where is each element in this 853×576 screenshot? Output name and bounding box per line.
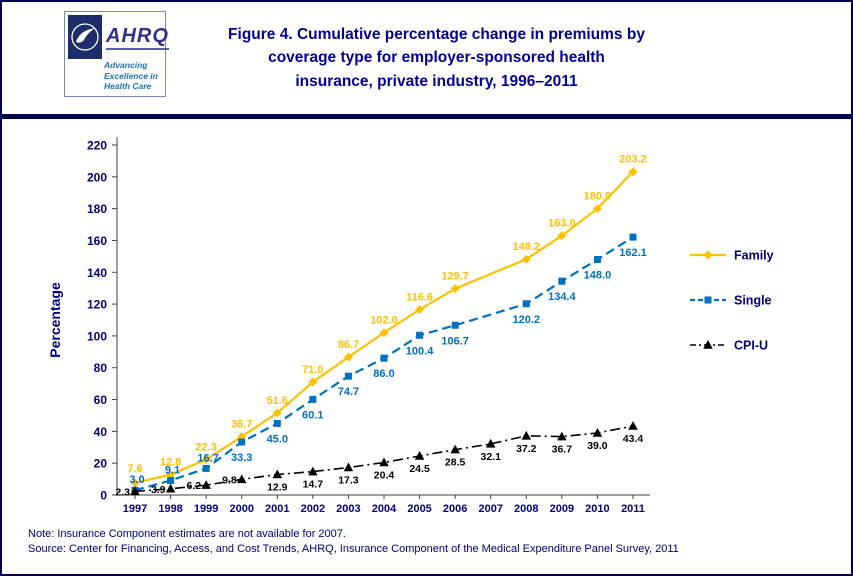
- svg-text:80: 80: [94, 361, 108, 375]
- data-label-single-2010: 148.0: [584, 270, 612, 282]
- legend-item-cpi-u: CPI-U: [690, 339, 768, 353]
- data-label-family-2008: 148.2: [513, 241, 541, 253]
- data-label-single-1998: 9.1: [165, 465, 180, 477]
- data-label-cpi-u-1999: 6.2: [187, 480, 202, 492]
- header-rule: [2, 114, 851, 119]
- legend-item-single: Single: [690, 294, 772, 308]
- svg-text:220: 220: [87, 139, 107, 153]
- data-label-cpi-u-2001: 12.9: [267, 481, 288, 493]
- data-label-cpi-u-2008: 37.2: [516, 443, 537, 455]
- data-label-single-2006: 106.7: [441, 335, 469, 347]
- svg-text:1997: 1997: [123, 503, 147, 515]
- svg-text:2006: 2006: [443, 503, 467, 515]
- data-label-family-2004: 102.0: [370, 315, 398, 327]
- data-label-single-2001: 45.0: [267, 433, 288, 445]
- data-label-cpi-u-2000: 9.8: [222, 474, 237, 486]
- data-label-single-1997: 3.0: [129, 474, 144, 486]
- series-single: 3.0 9.1 16.7 33.3 45.0 60.1 74.7 86.0 100.4 106.7…: [129, 233, 647, 494]
- svg-text:2010: 2010: [585, 503, 609, 515]
- data-label-cpi-u-2003: 17.3: [338, 474, 359, 486]
- data-label-family-1998: 12.8: [160, 457, 181, 469]
- data-label-single-2003: 74.7: [338, 386, 359, 398]
- data-label-single-2002: 60.1: [302, 409, 323, 421]
- data-label-cpi-u-2005: 24.5: [409, 463, 430, 475]
- svg-text:120: 120: [87, 298, 107, 312]
- svg-text:CPI-U: CPI-U: [734, 339, 768, 353]
- svg-text:180: 180: [87, 202, 107, 216]
- svg-text:20: 20: [94, 457, 108, 471]
- svg-text:1998: 1998: [158, 503, 182, 515]
- data-label-family-1997: 7.6: [127, 463, 142, 475]
- svg-text:2008: 2008: [514, 503, 538, 515]
- note-text: Note: Insurance Component estimates are …: [28, 528, 346, 540]
- data-label-family-2006: 129.7: [441, 271, 469, 283]
- svg-text:2007: 2007: [478, 503, 502, 515]
- data-label-cpi-u-1997: 2.3: [115, 486, 130, 498]
- data-label-family-1999: 22.3: [195, 442, 216, 454]
- svg-text:Family: Family: [734, 249, 774, 263]
- svg-text:2003: 2003: [336, 503, 360, 515]
- svg-text:2009: 2009: [550, 503, 574, 515]
- data-label-family-2011: 203.2: [619, 154, 647, 166]
- logo-row: AHRQ: [68, 15, 169, 59]
- data-label-single-1999: 16.7: [197, 452, 218, 464]
- data-label-single-2005: 100.4: [406, 345, 434, 357]
- svg-text:40: 40: [94, 425, 108, 439]
- legend-item-family: Family: [690, 249, 774, 263]
- header: AHRQ Advancing Excellence in Health Care…: [2, 2, 851, 114]
- figure-title-line: coverage type for employer-sponsored hea…: [268, 49, 605, 67]
- tagline-line: Excellence in: [104, 70, 158, 81]
- data-label-family-2001: 51.6: [267, 395, 288, 407]
- data-label-cpi-u-2010: 39.0: [587, 440, 608, 452]
- data-label-cpi-u-2004: 20.4: [374, 470, 395, 482]
- data-label-family-2003: 86.7: [338, 339, 359, 351]
- data-label-single-2004: 86.0: [373, 368, 394, 380]
- svg-text:60: 60: [94, 393, 108, 407]
- y-axis-title: Percentage: [47, 282, 63, 358]
- data-label-family-2005: 116.6: [406, 292, 433, 304]
- svg-text:Single: Single: [734, 294, 772, 308]
- figure-title-line: Figure 4. Cumulative percentage change i…: [228, 26, 645, 44]
- data-label-cpi-u-1998: 3.9: [151, 484, 166, 496]
- data-label-family-2000: 36.7: [231, 419, 252, 431]
- ahrq-tagline: Advancing Excellence in Health Care: [68, 60, 162, 92]
- source-text: Source: Center for Financing, Access, an…: [28, 542, 679, 555]
- footer-notes: Note: Insurance Component estimates are …: [2, 519, 851, 556]
- series-cpi-u: 2.3 3.9 6.2 9.8 12.9 14.7 17.3 20.4 24.5 28.5 32.1…: [115, 420, 644, 498]
- tagline-line: Advancing: [104, 60, 148, 70]
- data-label-cpi-u-2007: 32.1: [480, 451, 501, 463]
- hhs-seal-icon: [68, 15, 102, 59]
- data-label-single-2009: 134.4: [548, 291, 576, 303]
- ahrq-wordmark: AHRQ: [106, 25, 169, 50]
- svg-text:2002: 2002: [301, 503, 325, 515]
- data-label-family-2010: 180.0: [584, 191, 612, 203]
- svg-text:0: 0: [100, 489, 107, 503]
- figure-title-line: insurance, private industry, 1996–2011: [295, 72, 578, 90]
- premiums-line-chart: 0 20 40 60 80 100 120 140 160 180 200 220 1997 1998 19…: [47, 137, 774, 515]
- data-label-single-2000: 33.3: [231, 452, 252, 464]
- data-label-cpi-u-2002: 14.7: [303, 479, 324, 491]
- svg-text:160: 160: [87, 234, 107, 248]
- svg-text:140: 140: [87, 266, 107, 280]
- svg-text:2000: 2000: [229, 503, 253, 515]
- tagline-line: Health Care: [104, 81, 152, 92]
- svg-text:200: 200: [87, 170, 107, 184]
- data-label-family-2009: 163.0: [548, 218, 576, 230]
- figure-title: Figure 4. Cumulative percentage change i…: [58, 23, 795, 93]
- data-label-cpi-u-2009: 36.7: [552, 444, 573, 456]
- svg-text:100: 100: [87, 329, 107, 343]
- data-label-cpi-u-2011: 43.4: [623, 433, 644, 445]
- data-label-family-2002: 71.0: [302, 364, 323, 376]
- ahrq-logo: AHRQ Advancing Excellence in Health Care: [64, 11, 169, 97]
- data-label-cpi-u-2006: 28.5: [445, 457, 466, 469]
- svg-text:2011: 2011: [621, 503, 645, 515]
- data-label-single-2011: 162.1: [619, 247, 647, 259]
- svg-text:1999: 1999: [194, 503, 218, 515]
- data-label-single-2008: 120.2: [513, 314, 541, 326]
- svg-text:2001: 2001: [265, 503, 289, 515]
- svg-text:2004: 2004: [372, 503, 397, 515]
- svg-text:2005: 2005: [407, 503, 431, 515]
- series-family: 7.6 12.8 22.3 36.7 51.6 71.0 86.7 102.0 116.6 129…: [127, 154, 647, 488]
